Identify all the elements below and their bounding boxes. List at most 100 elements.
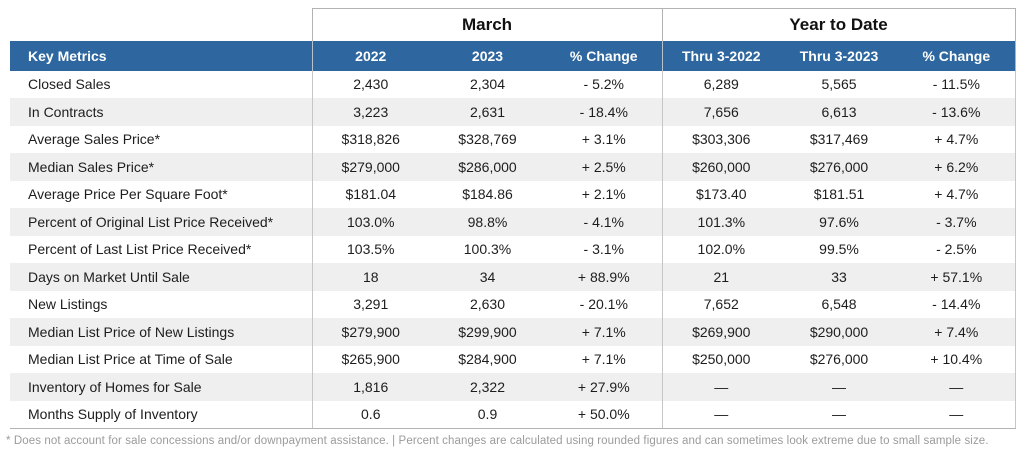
value-cell: 6,613	[821, 103, 857, 120]
value-cell: $318,826	[311, 125, 429, 153]
table-row: Median List Price at Time of Sale $265,90…	[10, 345, 1016, 373]
metric-label: Median List Price at Time of Sale	[28, 351, 233, 368]
value-cell: 103.0%	[311, 208, 429, 236]
metric-label: Months Supply of Inventory	[10, 400, 312, 429]
value-cell: 102.0%	[661, 235, 781, 263]
value-cell: 6,548	[821, 296, 857, 313]
value-cell: 98.8%	[467, 213, 508, 230]
value-cell: 0.9	[429, 400, 546, 429]
value-cell: + 6.2%	[898, 153, 1016, 181]
table-row: Percent of Original List Price Received*…	[10, 208, 1016, 236]
value-cell: —	[780, 400, 899, 429]
metric-label: New Listings	[28, 296, 108, 313]
table-row: Days on Market Until Sale 18 34 + 88.9% 21 33…	[10, 263, 1016, 291]
table-row: Percent of Last List Price Received* 103.…	[10, 235, 1016, 263]
table-row: Median List Price of New Listings $279,90…	[10, 318, 1016, 346]
group-header-spacer	[10, 8, 312, 41]
metric-label: Median List Price of New Listings	[28, 323, 235, 340]
value-cell: $284,900	[458, 351, 517, 368]
metric-label: Median Sales Price*	[28, 158, 155, 175]
metric-label: Inventory of Homes for Sale	[28, 378, 202, 395]
column-header-ytd-change: % Change	[898, 40, 1016, 71]
table-body: Closed Sales 2,430 2,304 - 5.2% 6,289 5,565 - …	[10, 70, 1016, 429]
value-cell: + 7.1%	[581, 323, 626, 340]
metric-label: In Contracts	[28, 103, 104, 120]
value-cell: 33	[831, 268, 847, 285]
value-cell: 2,430	[311, 70, 429, 98]
value-cell: 7,656	[661, 98, 781, 126]
value-cell: $265,900	[311, 345, 429, 373]
value-cell: $328,769	[458, 131, 517, 148]
value-cell: $303,306	[661, 125, 781, 153]
group-header-march: March	[311, 8, 663, 41]
column-header-thru-3-2023: Thru 3-2023	[780, 40, 899, 71]
value-cell: —	[661, 373, 781, 401]
value-cell: $279,900	[311, 318, 429, 346]
value-cell: - 14.4%	[898, 290, 1016, 318]
footnote: * Does not account for sale concessions …	[6, 434, 989, 447]
value-cell: $286,000	[458, 158, 517, 175]
value-cell: + 50.0%	[546, 400, 663, 429]
value-cell: 100.3%	[463, 241, 512, 258]
value-cell: + 3.1%	[581, 131, 626, 148]
value-cell: 99.5%	[819, 241, 859, 258]
metric-label: Days on Market Until Sale	[28, 268, 190, 285]
value-cell: —	[832, 378, 847, 395]
column-header-row: Key Metrics 2022 2023 % Change Thru 3-20…	[10, 40, 1016, 71]
value-cell: —	[661, 400, 781, 429]
value-cell: - 5.2%	[583, 76, 624, 93]
table-row: Average Sales Price* $318,826 $328,769 + 3.…	[10, 125, 1016, 153]
table-row: New Listings 3,291 2,630 - 20.1% 7,652 6,548 -…	[10, 290, 1016, 318]
value-cell: 0.6	[311, 400, 429, 429]
value-cell: + 57.1%	[898, 263, 1016, 291]
value-cell: - 2.5%	[898, 235, 1016, 263]
value-cell: $269,900	[661, 318, 781, 346]
value-cell: $276,000	[809, 158, 869, 175]
value-cell: —	[898, 400, 1016, 429]
value-cell: 34	[479, 268, 496, 285]
value-cell: + 2.1%	[581, 186, 626, 203]
value-cell: 2,322	[469, 378, 506, 395]
metric-label: Average Sales Price*	[28, 131, 161, 148]
value-cell: $260,000	[661, 153, 781, 181]
value-cell: $184.86	[462, 186, 513, 203]
metric-label: Percent of Original List Price Received*	[28, 213, 274, 230]
table-row: Inventory of Homes for Sale 1,816 2,322 + 2…	[10, 373, 1016, 401]
value-cell: - 4.1%	[583, 213, 624, 230]
value-cell: $181.51	[813, 186, 865, 203]
value-cell: $173.40	[661, 180, 781, 208]
group-header-year-to-date: Year to Date	[661, 8, 1016, 41]
value-cell: $250,000	[661, 345, 781, 373]
value-cell: - 13.6%	[898, 98, 1016, 126]
value-cell: + 2.5%	[581, 158, 626, 175]
value-cell: + 88.9%	[577, 268, 630, 285]
value-cell: - 11.5%	[898, 70, 1016, 98]
value-cell: $299,900	[458, 323, 517, 340]
value-cell: 101.3%	[661, 208, 781, 236]
value-cell: 18	[311, 263, 429, 291]
value-cell: 1,816	[311, 373, 429, 401]
value-cell: 103.5%	[311, 235, 429, 263]
metric-label: Closed Sales	[28, 76, 111, 93]
column-header-2022: 2022	[311, 40, 429, 71]
value-cell: 3,291	[311, 290, 429, 318]
value-cell: $290,000	[809, 323, 869, 340]
table-row: Months Supply of Inventory 0.6 0.9 + 50.0% —…	[10, 400, 1016, 429]
value-cell: 6,289	[661, 70, 781, 98]
table-row: Median Sales Price* $279,000 $286,000 + 2.5…	[10, 153, 1016, 181]
value-cell: + 10.4%	[898, 345, 1016, 373]
value-cell: $181.04	[311, 180, 429, 208]
value-cell: 2,630	[469, 296, 506, 313]
value-cell: - 18.4%	[579, 103, 628, 120]
value-cell: —	[898, 373, 1016, 401]
value-cell: + 4.7%	[898, 180, 1016, 208]
metric-label: Percent of Last List Price Received*	[28, 241, 252, 258]
metric-label: Average Price Per Square Foot*	[28, 186, 228, 203]
value-cell: 2,631	[469, 103, 506, 120]
column-header-key-metrics: Key Metrics	[10, 40, 312, 71]
value-cell: + 4.7%	[898, 125, 1016, 153]
column-header-march-change: % Change	[546, 40, 663, 71]
value-cell: - 20.1%	[579, 296, 628, 313]
value-cell: - 3.7%	[898, 208, 1016, 236]
table-row: Closed Sales 2,430 2,304 - 5.2% 6,289 5,565 - …	[10, 70, 1016, 98]
